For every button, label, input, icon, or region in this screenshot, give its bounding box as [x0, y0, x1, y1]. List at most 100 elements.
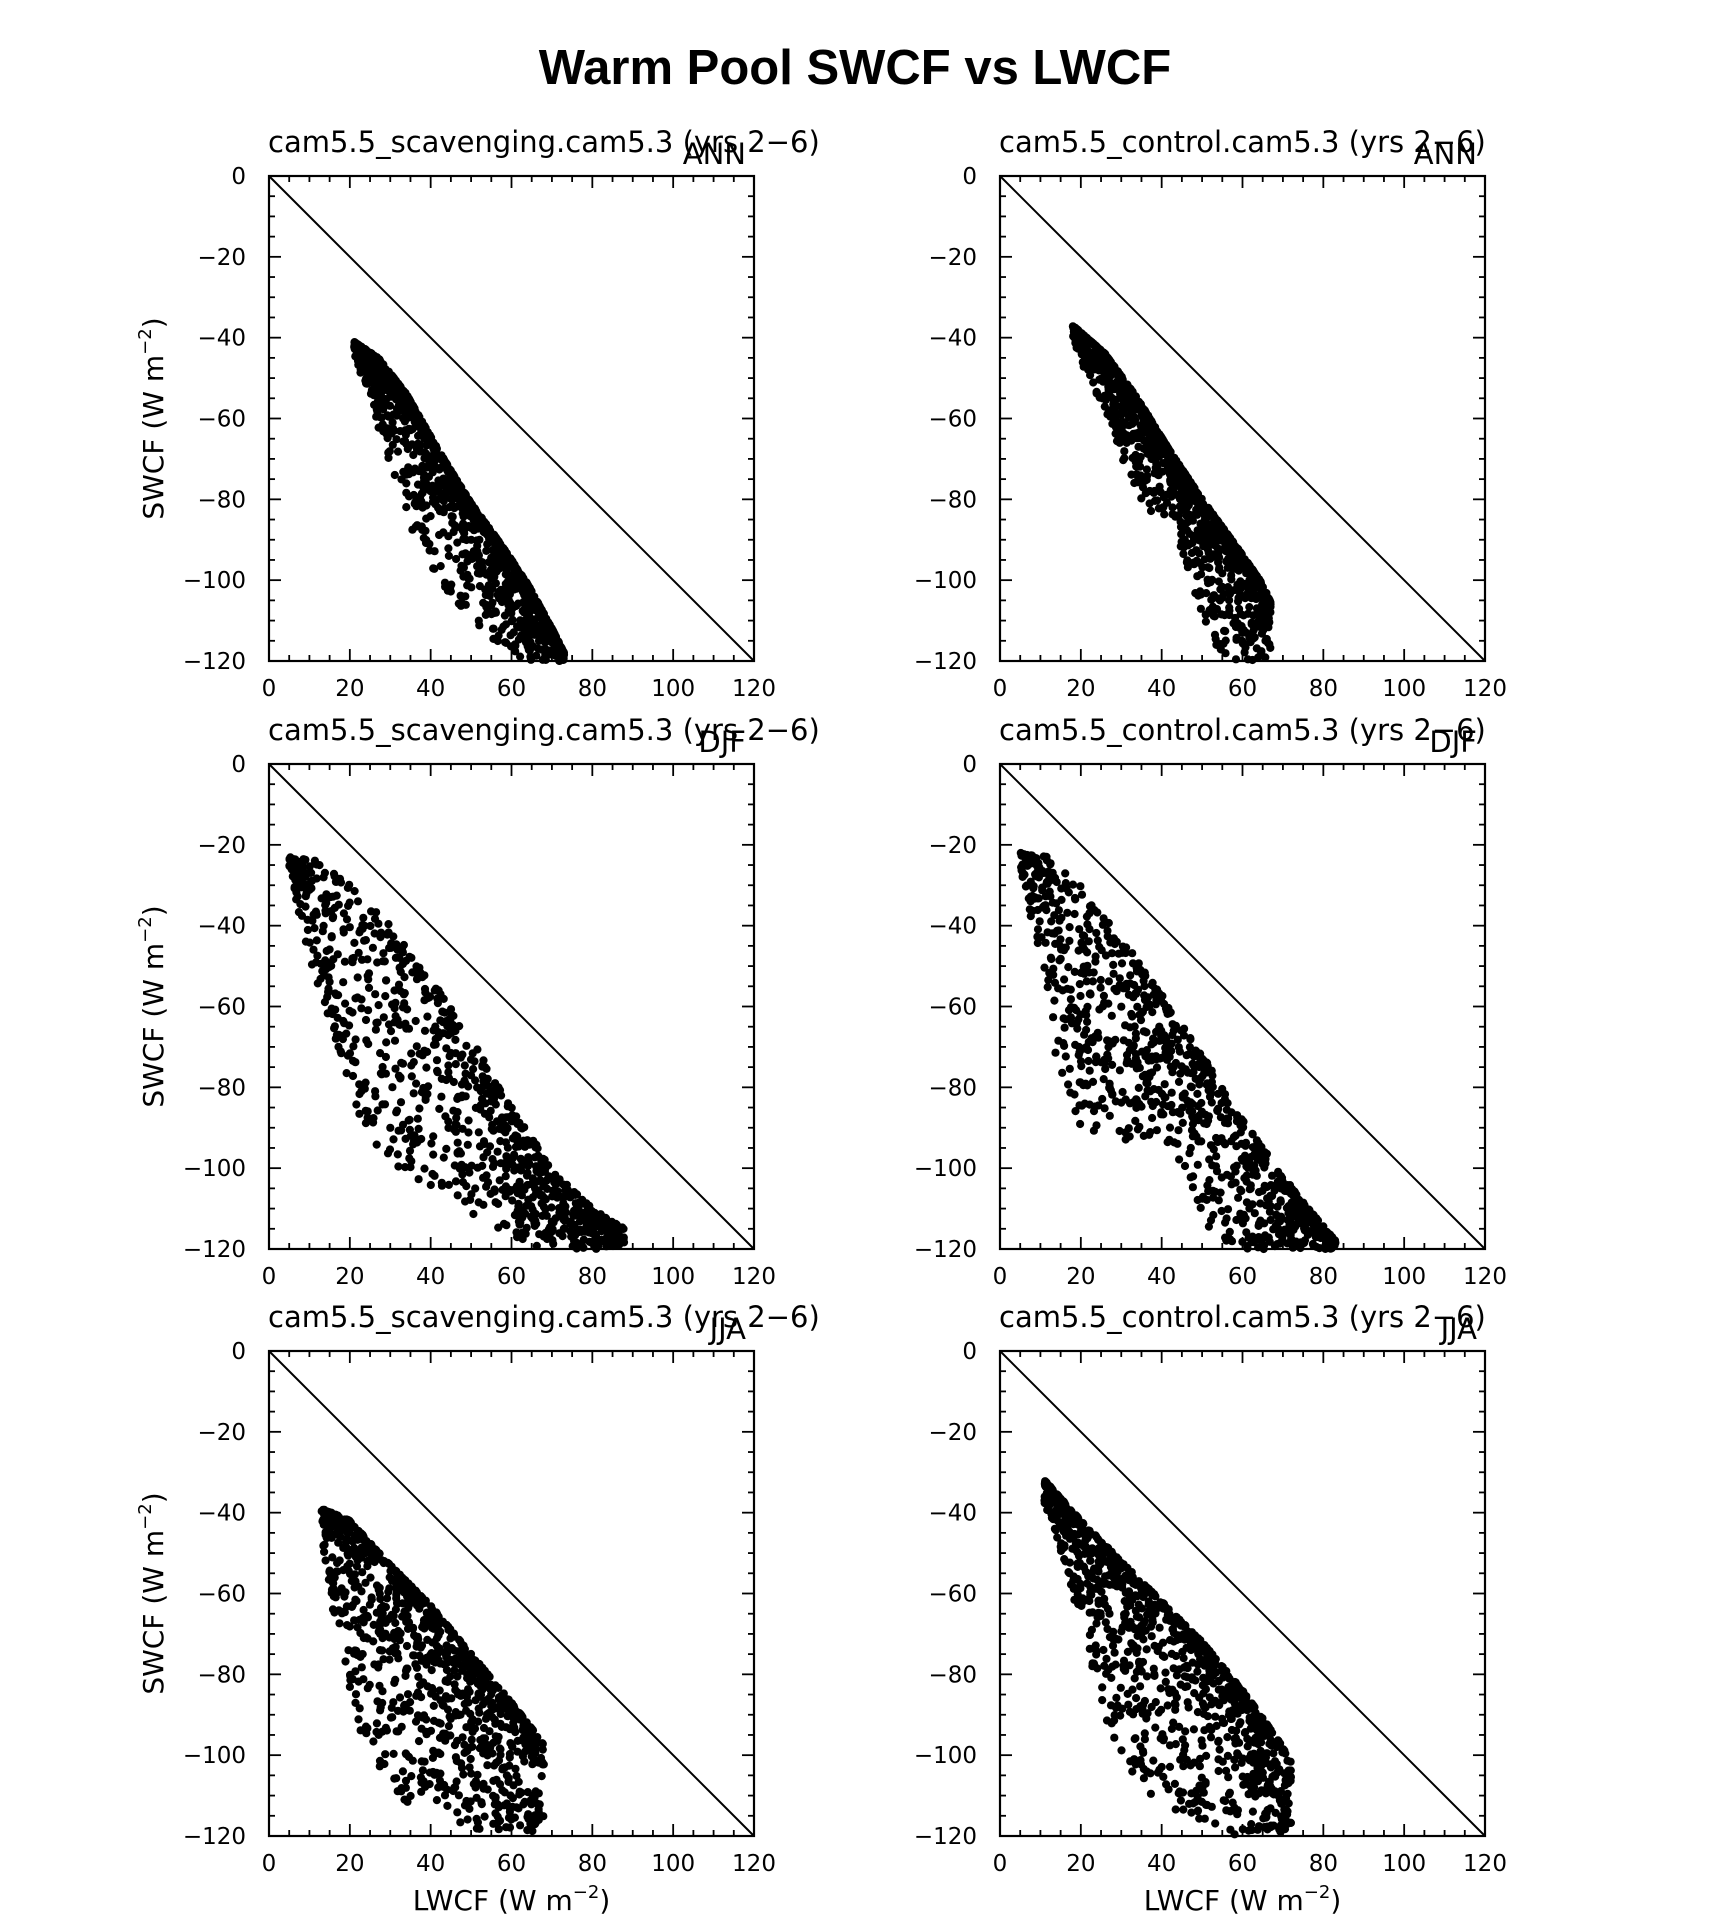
data-point [1084, 937, 1093, 946]
data-point [449, 1077, 458, 1087]
data-point [1132, 967, 1142, 976]
data-point [1227, 1137, 1236, 1146]
data-point [464, 574, 473, 583]
data-point [495, 1176, 504, 1185]
data-point [444, 1031, 453, 1040]
data-point [407, 1049, 416, 1058]
data-point [1050, 996, 1059, 1005]
data-point [1075, 1048, 1084, 1057]
data-point [1103, 410, 1112, 419]
data-point [433, 1068, 442, 1077]
data-point [351, 1035, 360, 1044]
y-tick-label: −20 [928, 833, 977, 859]
data-point [369, 1737, 378, 1746]
data-point [1092, 355, 1101, 364]
data-point [475, 1142, 485, 1151]
data-point [385, 943, 394, 953]
x-tick-label: 120 [732, 1264, 776, 1290]
data-point [1178, 1093, 1187, 1102]
data-point [412, 1079, 421, 1088]
y-tick-label: −80 [928, 1075, 977, 1101]
data-point [410, 464, 420, 473]
data-point [1306, 1227, 1316, 1236]
data-point [583, 1205, 593, 1214]
data-point [1200, 555, 1209, 564]
data-point [1210, 612, 1219, 621]
data-point [473, 541, 482, 551]
data-point [1223, 563, 1232, 572]
data-point [1226, 1172, 1235, 1181]
data-point [1223, 1205, 1233, 1214]
data-point [450, 478, 459, 487]
data-point [1088, 977, 1097, 986]
data-point [368, 943, 377, 952]
chart-panel-djf: 0 20 40 60 80 100 120 0 −20 −40 −60 −80 −100 −120 cam5… [914, 713, 1507, 1290]
data-point [1172, 456, 1181, 465]
y-tick-label: −80 [197, 487, 246, 513]
data-point [1055, 956, 1064, 965]
x-tick-label: 0 [993, 1264, 1008, 1290]
data-point [1178, 1118, 1187, 1127]
data-point [522, 615, 531, 624]
data-point [1192, 1047, 1201, 1056]
data-point [447, 512, 456, 521]
data-point [1236, 1128, 1245, 1137]
data-point [1063, 908, 1072, 917]
data-point [479, 598, 488, 608]
data-point [1189, 1113, 1198, 1122]
data-point [419, 463, 428, 472]
data-point [445, 1052, 454, 1061]
data-point [1043, 983, 1052, 992]
data-point [520, 628, 529, 637]
data-point [505, 1823, 515, 1832]
data-point [556, 643, 565, 652]
data-point [1083, 920, 1092, 929]
data-point [1061, 869, 1070, 878]
data-point [1155, 452, 1164, 461]
data-point [1269, 1225, 1278, 1234]
x-tick-label: 40 [1147, 1264, 1176, 1290]
data-point [313, 979, 322, 988]
data-point [1264, 1233, 1273, 1242]
data-point [1131, 1029, 1140, 1038]
data-point [308, 916, 317, 925]
data-point [341, 999, 350, 1008]
data-point [438, 495, 447, 504]
data-point [442, 1144, 451, 1153]
data-point [390, 986, 399, 995]
x-tick-label: 0 [262, 676, 277, 702]
data-point [381, 1052, 390, 1062]
data-point [1239, 611, 1248, 620]
data-point [394, 1162, 403, 1171]
data-point [1223, 530, 1232, 539]
data-point [1302, 1214, 1311, 1223]
x-tick-label: 100 [1382, 676, 1426, 702]
data-point [1124, 1124, 1133, 1133]
data-point [1109, 362, 1118, 371]
x-tick-label: 100 [1382, 1264, 1426, 1290]
data-point [446, 587, 455, 596]
data-point [421, 423, 430, 432]
data-point [1100, 402, 1109, 411]
data-point [334, 991, 343, 1000]
data-point [363, 1113, 372, 1122]
x-tick-label: 40 [416, 1851, 445, 1877]
data-point [460, 529, 469, 538]
data-point [444, 1180, 453, 1189]
data-point [1276, 1238, 1285, 1247]
data-point [1120, 447, 1129, 456]
data-point [1142, 1028, 1151, 1037]
data-point [481, 519, 491, 529]
data-point [491, 579, 500, 588]
x-tick-label: 80 [1309, 676, 1338, 702]
data-point [531, 1209, 540, 1219]
y-tick-label: 0 [231, 1339, 246, 1365]
y-tick-label: 0 [962, 752, 977, 778]
data-point [339, 909, 348, 918]
data-point [1085, 1100, 1094, 1109]
data-point [1071, 1107, 1080, 1116]
data-point [1136, 421, 1145, 430]
data-point [1102, 365, 1111, 374]
data-point [489, 634, 498, 644]
data-point [437, 1092, 446, 1101]
